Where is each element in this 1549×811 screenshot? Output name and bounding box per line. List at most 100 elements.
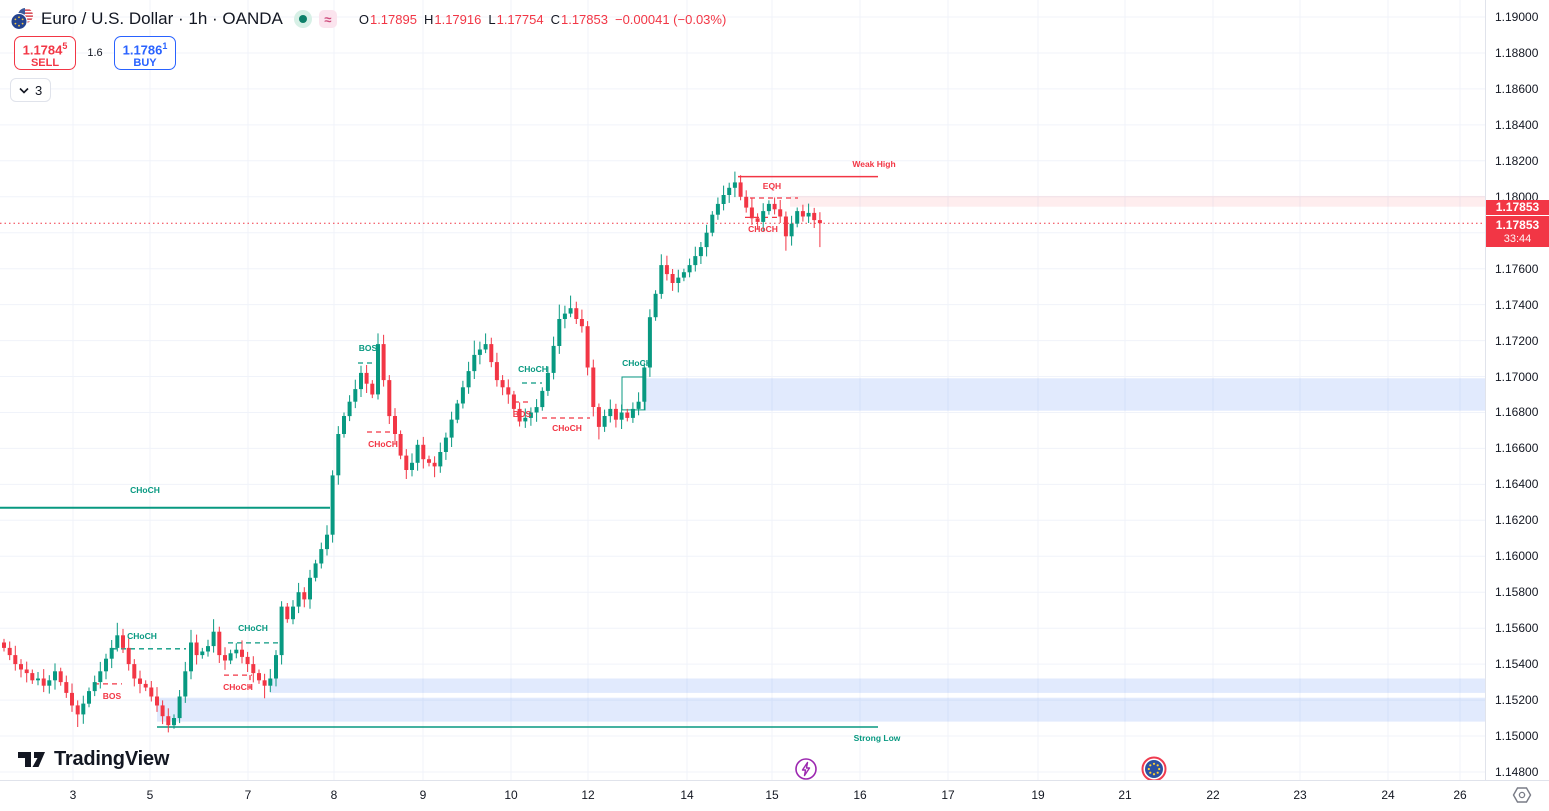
price-axis-label: 1.15200 xyxy=(1495,693,1539,707)
candle-body xyxy=(693,256,698,266)
candle-body xyxy=(483,344,488,350)
candle-body xyxy=(109,647,114,659)
candle-body xyxy=(449,419,454,438)
candle-body xyxy=(7,647,12,656)
buy-label: BUY xyxy=(133,57,157,70)
candle-body xyxy=(744,196,749,208)
candle-body xyxy=(75,705,80,715)
last-price-label: 1.17853 xyxy=(1486,200,1549,215)
grid xyxy=(0,0,1485,780)
candle-body xyxy=(87,691,91,704)
legend-collapse-chip[interactable]: 3 xyxy=(10,78,52,102)
candle-body xyxy=(619,412,624,420)
candle-body xyxy=(795,211,800,224)
candle-body xyxy=(738,182,743,197)
price-axis-label: 1.15000 xyxy=(1495,729,1539,743)
candle-body xyxy=(653,293,658,318)
candle-body xyxy=(177,696,182,719)
annotation-eqh: EQH xyxy=(763,181,781,191)
candle-body xyxy=(126,647,131,665)
candle-body xyxy=(427,459,431,463)
candle-body xyxy=(155,696,159,706)
candle-body xyxy=(789,223,794,237)
candle-body xyxy=(342,416,346,434)
candle-body xyxy=(194,642,199,656)
eu-economic-event-icon[interactable] xyxy=(1141,756,1167,781)
candle-body xyxy=(540,390,545,408)
candle-body xyxy=(404,455,409,470)
candle-body xyxy=(376,344,380,395)
candle-body xyxy=(189,642,193,672)
change-value: −0.00041 (−0.03%) xyxy=(614,11,727,27)
annotation-choch: CHoCH xyxy=(127,631,157,641)
annotation-choch: CHoCH xyxy=(518,364,548,374)
candle-body xyxy=(92,682,97,692)
candle-body xyxy=(630,408,635,418)
candle-body xyxy=(642,367,647,402)
annotation-choch: CHoCH xyxy=(622,358,652,368)
price-axis-label: 1.16200 xyxy=(1495,513,1539,527)
candle-body xyxy=(81,703,86,715)
candle-body xyxy=(772,203,777,210)
candle-body xyxy=(115,635,120,648)
candle-body xyxy=(347,401,352,417)
lightning-event-icon[interactable] xyxy=(795,758,817,780)
chevron-down-icon xyxy=(19,87,29,94)
price-axis-label: 1.16600 xyxy=(1495,441,1539,455)
candlestick-series[interactable] xyxy=(2,171,822,733)
candle-body xyxy=(800,211,805,217)
candle-body xyxy=(330,475,335,535)
open-value: 1.17895 xyxy=(369,11,417,27)
supply-zone xyxy=(790,195,1485,207)
candle-body xyxy=(812,212,817,221)
candle-body xyxy=(415,444,420,463)
price-axis-label: 1.16000 xyxy=(1495,549,1539,563)
candle-body xyxy=(783,216,788,237)
candle-body xyxy=(659,265,664,294)
annotation-choch: CHoCH xyxy=(552,423,582,433)
price-axis-label: 1.15400 xyxy=(1495,657,1539,671)
sell-button[interactable]: 1.17845 SELL xyxy=(14,36,76,70)
candle-body xyxy=(727,187,732,195)
settings-icon[interactable] xyxy=(1511,785,1533,805)
candle-body xyxy=(545,372,550,391)
candle-body xyxy=(387,380,392,417)
candle-body xyxy=(268,678,273,686)
candle-body xyxy=(13,655,18,665)
price-axis-label: 1.14800 xyxy=(1495,765,1539,779)
annotation-choch: CHoCH xyxy=(368,439,398,449)
time-axis-label: 21 xyxy=(1118,788,1132,802)
candle-body xyxy=(472,354,477,372)
sell-label: SELL xyxy=(30,57,60,70)
time-axis-label: 9 xyxy=(419,788,427,802)
candle-body xyxy=(245,656,250,665)
symbol-title[interactable]: Euro / U.S. Dollar · 1h · OANDA xyxy=(41,9,283,28)
time-axis[interactable]: 3 5 7 8 9 10 12 14 15 16 17 19 21 22 23 24 26 xyxy=(0,780,1549,811)
candle-body xyxy=(778,209,783,217)
candle-body xyxy=(608,408,613,417)
candle-body xyxy=(138,678,142,684)
countdown-price-label: 1.17853 33:44 xyxy=(1486,216,1549,247)
candle-body xyxy=(359,372,363,390)
time-axis-label: 19 xyxy=(1031,788,1045,802)
high-value: 1.17916 xyxy=(434,11,482,27)
candlestick-chart-pane[interactable]: CHoCH BOS CHoCH CHoCH BOS CHoCH CHoCH CHoCH BOS C… xyxy=(0,0,1485,780)
price-axis[interactable]: 1.17853 1.17853 33:44 1.19000 1.18800 1.18… xyxy=(1485,0,1549,780)
tradingview-logo[interactable]: TradingView xyxy=(16,747,169,771)
time-axis-label: 26 xyxy=(1453,788,1467,802)
price-axis-label: 1.16400 xyxy=(1495,477,1539,491)
buy-button[interactable]: 1.17861 BUY xyxy=(114,36,176,70)
eur-usd-flags-icon[interactable] xyxy=(10,7,34,31)
candle-body xyxy=(325,534,329,550)
countdown-price-value: 1.17853 xyxy=(1495,218,1540,232)
candle-body xyxy=(489,344,494,363)
price-axis-label: 1.18400 xyxy=(1495,118,1539,132)
candle-body xyxy=(647,317,652,368)
candle-body xyxy=(500,380,505,388)
annotation-strong-low: Strong Low xyxy=(854,733,901,743)
zones xyxy=(157,195,1485,722)
candle-body xyxy=(104,658,108,672)
time-axis-label: 12 xyxy=(581,788,595,802)
time-axis-label: 23 xyxy=(1293,788,1307,802)
candle-body xyxy=(257,673,261,681)
